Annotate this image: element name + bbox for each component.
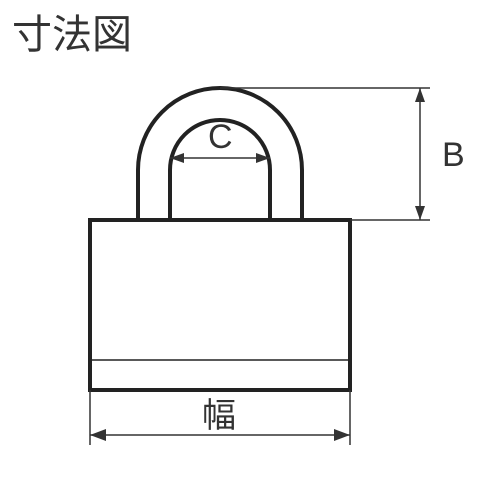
dim-c-label: C bbox=[208, 118, 233, 156]
dim-b-arrow-top bbox=[415, 88, 425, 102]
dim-width-arrow-right bbox=[334, 429, 350, 441]
padlock-body bbox=[90, 220, 350, 390]
dim-b-label: B bbox=[442, 136, 465, 174]
dim-width-label: 幅 bbox=[202, 397, 236, 435]
dim-width-arrow-left bbox=[90, 429, 106, 441]
dim-b-arrow-bot bbox=[415, 206, 425, 220]
diagram-title: 寸法図 bbox=[12, 13, 132, 57]
